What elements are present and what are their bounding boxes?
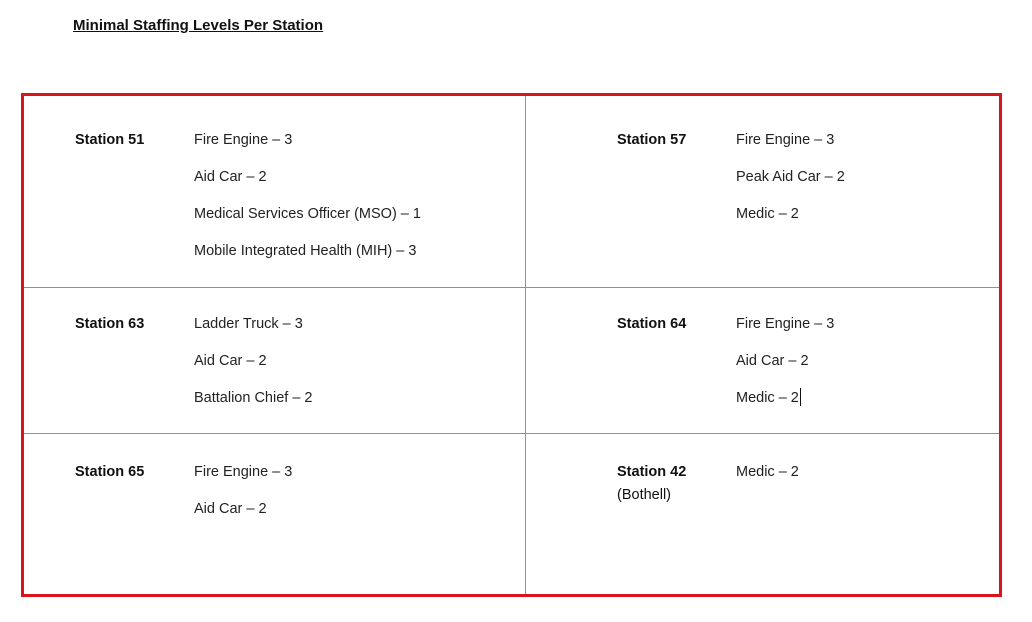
staffing-item-text: Aid Car – 2 bbox=[194, 501, 267, 517]
staffing-item-text: Fire Engine – 3 bbox=[736, 132, 835, 148]
staffing-item: Ladder Truck – 3 bbox=[194, 306, 313, 343]
station-label: Station 63 bbox=[75, 313, 144, 336]
station-label: Station 65 bbox=[75, 461, 144, 484]
staffing-item: Medic – 2 bbox=[736, 196, 845, 233]
staffing-item-text: Aid Car – 2 bbox=[194, 353, 267, 369]
staffing-item-text: Medical Services Officer (MSO) – 1 bbox=[194, 206, 421, 222]
staffing-list: Ladder Truck – 3 Aid Car – 2 Battalion Chi… bbox=[194, 306, 313, 417]
station-label: Station 42 (Bothell) bbox=[617, 461, 686, 507]
staffing-item: Aid Car – 2 bbox=[194, 159, 421, 196]
station-label: Station 64 bbox=[617, 313, 686, 336]
station-name: Station 64 bbox=[617, 316, 687, 332]
staffing-list: Medic – 2 bbox=[736, 454, 799, 491]
staffing-item-text: Fire Engine – 3 bbox=[736, 316, 835, 332]
staffing-item: Medic – 2 bbox=[736, 380, 834, 417]
staffing-list: Fire Engine – 3 Aid Car – 2 bbox=[194, 454, 292, 528]
staffing-table: Station 51 Fire Engine – 3 Aid Car – 2 Medi… bbox=[21, 93, 1002, 597]
station-cell: Station 42 (Bothell) Medic – 2 bbox=[526, 434, 999, 594]
station-label: Station 57 bbox=[617, 129, 686, 152]
staffing-list: Fire Engine – 3 Peak Aid Car – 2 Medic – 2 bbox=[736, 122, 845, 233]
staffing-item: Mobile Integrated Health (MIH) – 3 bbox=[194, 233, 421, 270]
station-location: (Bothell) bbox=[617, 487, 671, 503]
staffing-item-text: Ladder Truck – 3 bbox=[194, 316, 303, 332]
station-name: Station 57 bbox=[617, 132, 687, 148]
staffing-item: Medic – 2 bbox=[736, 454, 799, 491]
staffing-item: Battalion Chief – 2 bbox=[194, 380, 313, 417]
station-name: Station 42 bbox=[617, 464, 687, 480]
staffing-item-text: Peak Aid Car – 2 bbox=[736, 169, 845, 185]
station-cell: Station 63 Ladder Truck – 3 Aid Car – 2 Bat… bbox=[24, 288, 526, 434]
staffing-item: Fire Engine – 3 bbox=[194, 454, 292, 491]
staffing-item-text: Fire Engine – 3 bbox=[194, 464, 293, 480]
staffing-list: Fire Engine – 3 Aid Car – 2 Medical Servic… bbox=[194, 122, 421, 270]
staffing-item: Fire Engine – 3 bbox=[194, 122, 421, 159]
station-cell: Station 51 Fire Engine – 3 Aid Car – 2 Medi… bbox=[24, 96, 526, 288]
staffing-list: Fire Engine – 3 Aid Car – 2 Medic – 2 bbox=[736, 306, 834, 417]
staffing-item-text: Aid Car – 2 bbox=[194, 169, 267, 185]
station-name: Station 51 bbox=[75, 132, 145, 148]
station-name: Station 65 bbox=[75, 464, 145, 480]
staffing-item: Medical Services Officer (MSO) – 1 bbox=[194, 196, 421, 233]
station-cell: Station 57 Fire Engine – 3 Peak Aid Car – … bbox=[526, 96, 999, 288]
staffing-item-text: Mobile Integrated Health (MIH) – 3 bbox=[194, 243, 417, 259]
staffing-item: Fire Engine – 3 bbox=[736, 122, 845, 159]
document-title: Minimal Staffing Levels Per Station bbox=[73, 17, 324, 34]
staffing-item-text: Aid Car – 2 bbox=[736, 353, 809, 369]
staffing-item: Aid Car – 2 bbox=[736, 343, 834, 380]
staffing-item: Aid Car – 2 bbox=[194, 491, 292, 528]
staffing-item: Aid Car – 2 bbox=[194, 343, 313, 380]
staffing-item-text: Medic – 2 bbox=[736, 464, 799, 480]
staffing-item-text: Battalion Chief – 2 bbox=[194, 390, 313, 406]
staffing-item: Fire Engine – 3 bbox=[736, 306, 834, 343]
staffing-item: Peak Aid Car – 2 bbox=[736, 159, 845, 196]
station-cell: Station 65 Fire Engine – 3 Aid Car – 2 bbox=[24, 434, 526, 594]
staffing-item-text: Fire Engine – 3 bbox=[194, 132, 293, 148]
staffing-item-text: Medic – 2 bbox=[736, 390, 799, 406]
staffing-item-text: Medic – 2 bbox=[736, 206, 799, 222]
station-label: Station 51 bbox=[75, 129, 144, 152]
station-name: Station 63 bbox=[75, 316, 145, 332]
station-cell: Station 64 Fire Engine – 3 Aid Car – 2 Medi… bbox=[526, 288, 999, 434]
text-cursor bbox=[799, 388, 801, 406]
